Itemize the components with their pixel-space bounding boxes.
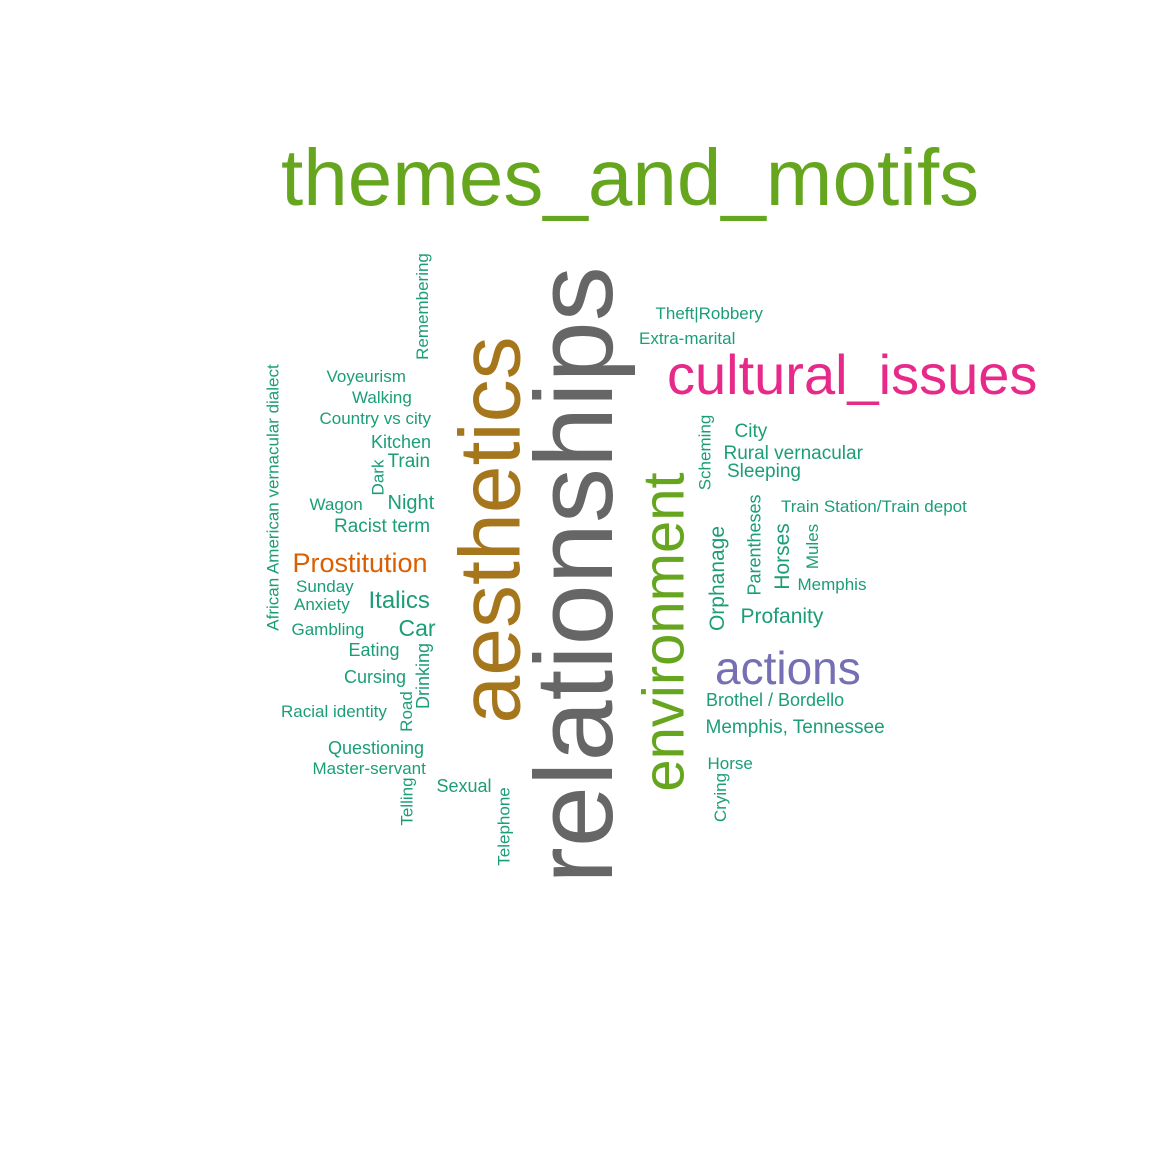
- word-italics: Italics: [368, 587, 430, 614]
- word-horse: Horse: [707, 753, 753, 773]
- word-sunday: Sunday: [296, 576, 354, 596]
- word-aesthetics: aesthetics: [442, 336, 539, 724]
- word-country-vs-city: Country vs city: [319, 408, 431, 428]
- word-sleeping: Sleeping: [727, 460, 801, 482]
- word-cursing: Cursing: [344, 667, 407, 687]
- word-cultural-issues: cultural_issues: [667, 343, 1038, 406]
- word-city: City: [734, 420, 768, 442]
- word-telling: Telling: [397, 776, 417, 826]
- word-master-servant: Master-servant: [312, 758, 426, 778]
- word-telephone: Telephone: [494, 786, 514, 866]
- word-theft-robbery: Theft|Robbery: [655, 303, 763, 323]
- word-car: Car: [398, 614, 436, 641]
- word-night: Night: [387, 492, 435, 514]
- word-road: Road: [396, 690, 416, 732]
- word-eating: Eating: [348, 640, 400, 660]
- word-voyeurism: Voyeurism: [326, 366, 406, 386]
- word-kitchen: Kitchen: [371, 432, 432, 452]
- word-brothel: Brothel / Bordello: [706, 690, 845, 710]
- word-memphis-tennessee: Memphis, Tennessee: [705, 716, 885, 738]
- word-orphanage: Orphanage: [705, 525, 729, 631]
- word-prostitution: Prostitution: [292, 547, 428, 578]
- word-profanity: Profanity: [740, 604, 824, 628]
- word-racist-term: Racist term: [334, 515, 431, 537]
- word-parentheses: Parentheses: [744, 494, 765, 596]
- word-themes-and-motifs: themes_and_motifs: [281, 133, 980, 222]
- word-train: Train: [387, 450, 431, 472]
- word-gambling: Gambling: [291, 619, 365, 639]
- word-questioning: Questioning: [328, 738, 425, 758]
- word-horses: Horses: [770, 522, 794, 590]
- word-aav-dialect: African American vernacular dialect: [263, 363, 283, 631]
- word-extra-marital: Extra-marital: [639, 328, 736, 348]
- word-actions: actions: [715, 642, 861, 694]
- word-sexual: Sexual: [436, 776, 492, 796]
- word-walking: Walking: [352, 387, 412, 407]
- word-scheming: Scheming: [695, 414, 715, 490]
- word-drinking: Drinking: [413, 642, 434, 710]
- word-wagon: Wagon: [309, 494, 363, 514]
- word-remembering: Remembering: [412, 252, 432, 360]
- word-crying: Crying: [710, 772, 730, 822]
- word-rural-vernacular: Rural vernacular: [723, 442, 863, 464]
- word-memphis: Memphis: [797, 574, 867, 594]
- word-environment: environment: [631, 472, 697, 792]
- word-mules: Mules: [802, 523, 822, 569]
- word-anxiety: Anxiety: [294, 594, 350, 614]
- word-racial-identity: Racial identity: [281, 701, 387, 721]
- word-dark: Dark: [368, 459, 388, 495]
- word-train-station: Train Station/Train depot: [781, 496, 967, 516]
